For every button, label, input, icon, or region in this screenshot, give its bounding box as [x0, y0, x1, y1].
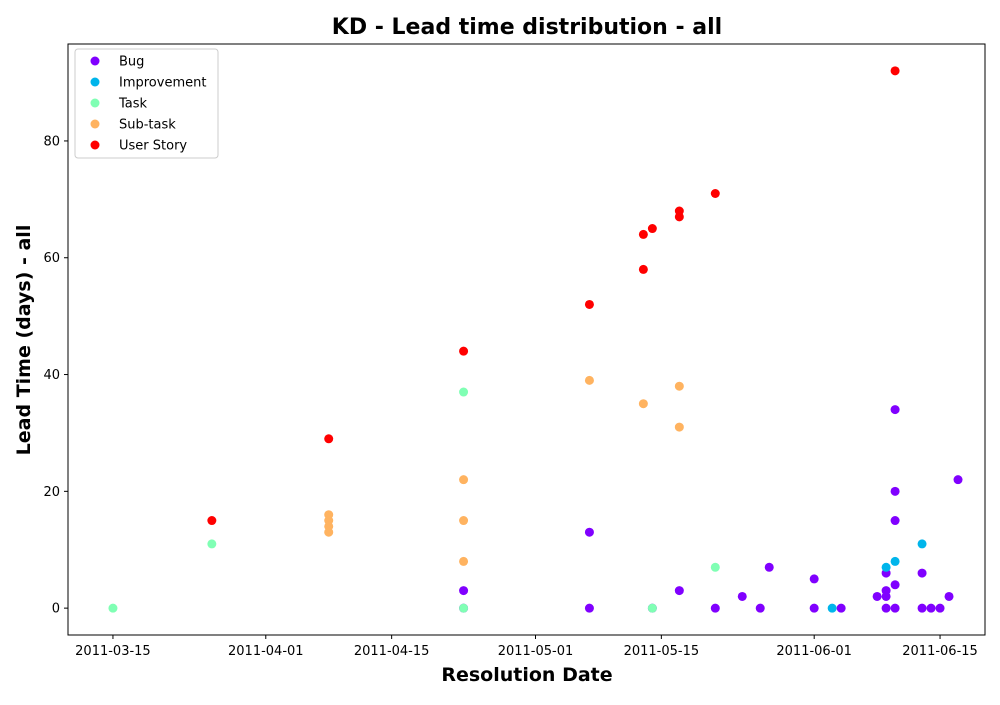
user-story-point [647, 224, 657, 234]
x-tick-label: 2011-05-01 [498, 644, 574, 659]
improvement-point [890, 556, 900, 566]
x-tick-label: 2011-06-01 [776, 644, 852, 659]
bug-point [926, 603, 936, 613]
task-point [108, 603, 118, 613]
bug-point [890, 603, 900, 613]
bug-point [584, 603, 594, 613]
improvement-point [881, 562, 891, 572]
y-axis-ticks: 0 20 40 60 80 [43, 134, 68, 617]
improvement-point [827, 603, 837, 613]
sub-task-point [674, 422, 684, 432]
bug-point [917, 568, 927, 578]
legend-label-sub-task: Sub-task [119, 118, 176, 133]
bug-point [890, 580, 900, 590]
legend-marker-sub-task [90, 119, 100, 129]
bug-point [755, 603, 765, 613]
bug-point [944, 591, 954, 601]
task-point [647, 603, 657, 613]
task-point [207, 539, 217, 549]
task-point [459, 387, 469, 397]
y-tick-label: 60 [43, 251, 60, 266]
legend-label-bug: Bug [119, 55, 144, 70]
bug-point [809, 574, 819, 584]
bug-point [890, 516, 900, 526]
sub-task-point [324, 527, 334, 537]
x-tick-label: 2011-04-15 [354, 644, 430, 659]
sub-task-point [674, 381, 684, 391]
user-story-point [459, 346, 469, 356]
user-story-point [207, 516, 217, 526]
y-tick-label: 40 [43, 368, 60, 383]
bug-point [953, 475, 963, 485]
x-tick-label: 2011-06-15 [902, 644, 978, 659]
user-story-point [674, 212, 684, 222]
bug-point [917, 603, 927, 613]
sub-task-point [638, 399, 648, 409]
x-tick-label: 2011-05-15 [624, 644, 700, 659]
sub-task-point [459, 475, 469, 485]
legend-label-improvement: Improvement [119, 76, 206, 91]
legend: Bug Improvement Task Sub-task User Story [74, 48, 219, 159]
legend-label-task: Task [118, 97, 148, 112]
bug-point [809, 603, 819, 613]
user-story-point [584, 299, 594, 309]
task-point [710, 562, 720, 572]
bug-point [584, 527, 594, 537]
bug-point [674, 586, 684, 596]
plot-frame [67, 43, 986, 636]
user-story-point [710, 189, 720, 199]
bug-point [890, 486, 900, 496]
y-tick-label: 20 [43, 485, 60, 500]
bug-point [881, 591, 891, 601]
sub-task-point [459, 556, 469, 566]
bug-point [459, 586, 469, 596]
x-axis-label: Resolution Date [441, 664, 612, 686]
x-axis-ticks: 2011-03-15 2011-04-01 2011-04-15 2011-05-01… [75, 635, 978, 659]
bug-point [890, 405, 900, 415]
x-tick-label: 2011-04-01 [228, 644, 304, 659]
bug-point [881, 603, 891, 613]
legend-label-user-story: User Story [119, 139, 187, 154]
legend-box [74, 48, 219, 159]
user-story-point [324, 434, 334, 444]
data-points [108, 66, 963, 613]
y-axis-label: Lead Time (days) - all [13, 225, 35, 456]
bug-point [710, 603, 720, 613]
legend-marker-bug [90, 56, 100, 66]
bug-point [764, 562, 774, 572]
bug-point [737, 591, 747, 601]
task-point [459, 603, 469, 613]
legend-marker-user-story [90, 140, 100, 150]
user-story-point [638, 229, 648, 239]
sub-task-point [584, 375, 594, 385]
chart-title: KD - Lead time distribution - all [332, 15, 722, 40]
sub-task-point [459, 516, 469, 526]
legend-marker-task [90, 98, 100, 108]
legend-marker-improvement [90, 77, 100, 87]
user-story-point [638, 264, 648, 274]
bug-point [872, 591, 882, 601]
y-tick-label: 80 [43, 134, 60, 149]
y-tick-label: 0 [52, 602, 60, 617]
bug-point [935, 603, 945, 613]
bug-point [836, 603, 846, 613]
x-tick-label: 2011-03-15 [75, 644, 151, 659]
improvement-point [917, 539, 927, 549]
user-story-point [890, 66, 900, 76]
